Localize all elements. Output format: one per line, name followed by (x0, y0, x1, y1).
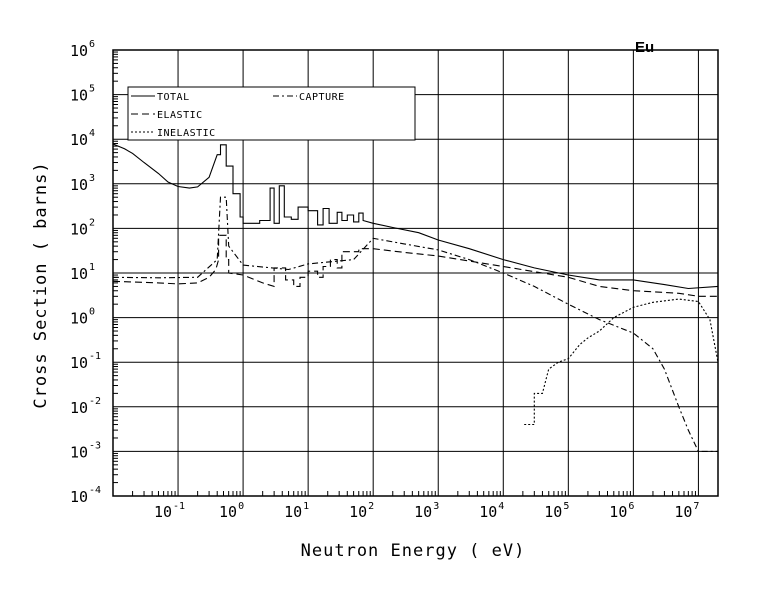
x-tick-exponent: 6 (628, 501, 634, 512)
series-line-elastic (112, 234, 718, 297)
y-tick-exponent: -4 (89, 485, 101, 496)
y-axis-title: Cross Section ( barns) (31, 161, 51, 408)
y-tick-exponent: -1 (89, 351, 101, 362)
minor-ticks (113, 51, 696, 496)
series-line-capture (112, 196, 718, 452)
series-layer (112, 143, 719, 452)
x-tick-label: 10 (414, 503, 432, 521)
y-tick-label: 10 (70, 220, 88, 238)
y-tick-label: 10 (70, 443, 88, 461)
y-tick-exponent: 0 (89, 307, 95, 318)
series-line-inelastic (524, 298, 719, 426)
y-tick-label: 10 (70, 488, 88, 506)
y-tick-label: 10 (70, 265, 88, 283)
x-tick-label: 10 (349, 503, 367, 521)
legend-label-total: TOTAL (157, 92, 190, 103)
plot-frame (112, 49, 719, 497)
x-tick-exponent: 7 (693, 501, 699, 512)
legend-label-capture: CAPTURE (299, 92, 345, 103)
y-tick-exponent: -3 (89, 440, 101, 451)
x-tick-label: 10 (154, 503, 172, 521)
x-tick-label: 10 (544, 503, 562, 521)
x-tick-label: 10 (219, 503, 237, 521)
y-tick-label: 10 (70, 176, 88, 194)
x-axis-title: Neutron Energy ( eV) (301, 541, 526, 561)
y-tick-label: 10 (70, 87, 88, 105)
y-tick-exponent: 6 (89, 39, 95, 50)
y-tick-exponent: 2 (89, 217, 95, 228)
x-tick-label: 10 (284, 503, 302, 521)
series-line-total (112, 143, 719, 290)
y-tick-label: 10 (70, 42, 88, 60)
x-tick-label: 10 (609, 503, 627, 521)
y-tick-exponent: 3 (89, 173, 95, 184)
x-tick-label: 10 (479, 503, 497, 521)
x-tick-exponent: -1 (173, 501, 185, 512)
y-tick-exponent: 1 (89, 262, 95, 273)
x-tick-exponent: 3 (433, 501, 439, 512)
x-tick-labels: 10 -1 10 0 10 1 10 2 10 3 10 4 10 5 10 6 10 7 (154, 501, 699, 521)
y-tick-label: 10 (70, 131, 88, 149)
legend-box (127, 86, 416, 141)
legend-label-elastic: ELASTIC (157, 110, 203, 121)
x-tick-exponent: 2 (368, 501, 374, 512)
legend: TOTAL ELASTIC CAPTURE INELASTIC (127, 86, 416, 141)
y-tick-exponent: 4 (89, 128, 95, 139)
x-tick-label: 10 (674, 503, 692, 521)
y-tick-label: 10 (70, 310, 88, 328)
y-tick-exponent: 5 (89, 84, 95, 95)
x-tick-exponent: 4 (498, 501, 504, 512)
legend-label-inelastic: INELASTIC (157, 128, 216, 139)
x-tick-exponent: 1 (303, 501, 309, 512)
y-tick-label: 10 (70, 354, 88, 372)
y-tick-label: 10 (70, 399, 88, 417)
element-label: Eu (635, 39, 654, 56)
x-tick-exponent: 5 (563, 501, 569, 512)
y-tick-exponent: -2 (89, 396, 101, 407)
x-tick-exponent: 0 (238, 501, 244, 512)
